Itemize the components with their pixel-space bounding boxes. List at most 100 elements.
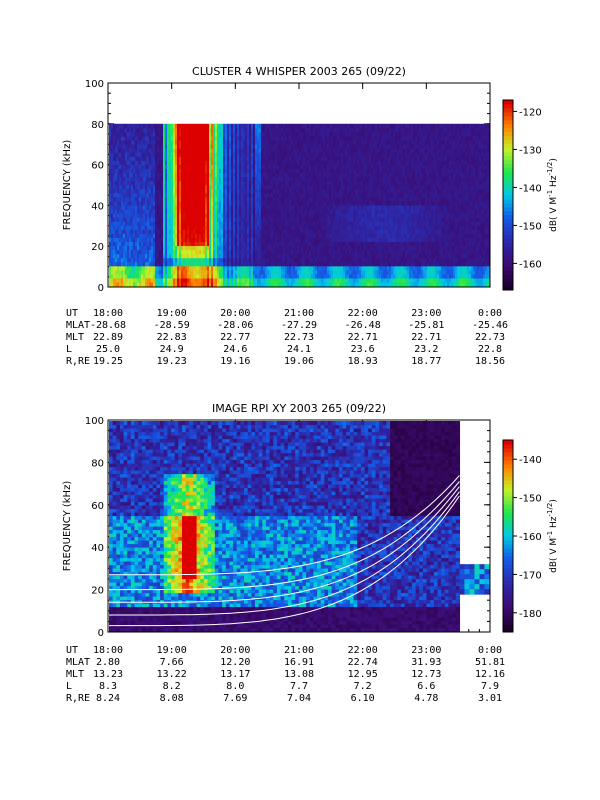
heatmap-cell: [283, 184, 286, 190]
heatmap-cell: [305, 221, 308, 226]
heatmap-cell: [227, 164, 230, 170]
heatmap-cell: [147, 192, 150, 198]
heatmap-cell: [239, 269, 242, 275]
heatmap-cell: [179, 123, 182, 129]
heatmap-cell: [249, 265, 252, 271]
heatmap-cell: [145, 140, 148, 145]
heatmap-cell: [207, 261, 210, 267]
heatmap-cell: [173, 277, 176, 283]
heatmap-cell: [177, 140, 180, 145]
heatmap-cell: [251, 229, 254, 234]
heatmap-cell: [247, 269, 250, 275]
heatmap-cell: [189, 249, 192, 255]
heatmap-cell: [139, 176, 142, 182]
heatmap-cell: [233, 204, 236, 210]
heatmap-cell: [279, 233, 282, 238]
heatmap-cell: [285, 261, 288, 267]
heatmap-cell: [129, 233, 132, 238]
heatmap-cell: [235, 148, 238, 153]
heatmap-cell: [265, 188, 268, 194]
heatmap-cell: [277, 156, 280, 161]
heatmap-cell: [159, 273, 162, 279]
heatmap-cell: [125, 237, 128, 242]
heatmap-cell: [253, 225, 256, 230]
heatmap-cell: [207, 204, 210, 210]
heatmap-cell: [141, 123, 144, 129]
heatmap-cell: [283, 164, 286, 170]
heatmap-cell: [195, 245, 198, 251]
heatmap-cell: [279, 245, 282, 251]
heatmap-cell: [195, 237, 198, 242]
heatmap-cell: [133, 241, 136, 247]
heatmap-cell: [273, 217, 276, 222]
heatmap-cell: [311, 253, 314, 259]
heatmap-cell: [185, 176, 188, 182]
heatmap-cell: [141, 148, 144, 153]
heatmap-cell: [313, 249, 316, 255]
heatmap-cell: [289, 253, 292, 259]
heatmap-cell: [237, 208, 240, 214]
heatmap-cell: [151, 188, 154, 194]
heatmap-cell: [303, 164, 306, 170]
heatmap-cell: [223, 204, 226, 210]
heatmap-cell: [149, 184, 152, 190]
heatmap-cell: [297, 160, 300, 165]
heatmap-cell: [143, 188, 146, 194]
heatmap-cell: [199, 261, 202, 267]
heatmap-cell: [149, 249, 152, 255]
heatmap-cell: [143, 131, 146, 137]
heatmap-cell: [289, 245, 292, 251]
heatmap-cell: [221, 200, 224, 206]
heatmap-cell: [109, 229, 112, 234]
heatmap-cell: [245, 229, 248, 234]
heatmap-cell: [255, 208, 258, 214]
heatmap-cell: [161, 204, 164, 210]
heatmap-cell: [121, 208, 124, 214]
heatmap-cell: [117, 241, 120, 247]
heatmap-cell: [287, 257, 290, 263]
heatmap-cell: [163, 127, 166, 133]
heatmap-cell: [117, 148, 120, 153]
heatmap-cell: [229, 188, 232, 194]
heatmap-cell: [291, 257, 294, 263]
heatmap-cell: [271, 176, 274, 182]
heatmap-cell: [173, 213, 176, 218]
heatmap-cell: [229, 233, 232, 238]
heatmap-cell: [169, 237, 172, 242]
heatmap-cell: [207, 164, 210, 170]
heatmap-cell: [137, 213, 140, 218]
heatmap-cell: [225, 217, 228, 222]
heatmap-cell: [173, 184, 176, 190]
heatmap-cell: [153, 188, 156, 194]
heatmap-cell: [165, 253, 168, 259]
heatmap-cell: [149, 188, 152, 194]
heatmap-cell: [165, 221, 168, 226]
heatmap-cell: [283, 237, 286, 242]
heatmap-cell: [229, 249, 232, 255]
heatmap-cell: [137, 225, 140, 230]
heatmap-cell: [217, 140, 220, 145]
heatmap-cell: [117, 217, 120, 222]
heatmap-cell: [113, 192, 116, 198]
heatmap-cell: [277, 127, 280, 133]
heatmap-cell: [301, 131, 304, 137]
heatmap-cell: [153, 123, 156, 129]
heatmap-cell: [241, 200, 244, 206]
heatmap-cell: [265, 176, 268, 182]
heatmap-cell: [143, 160, 146, 165]
heatmap-cell: [123, 131, 126, 137]
heatmap-cell: [227, 229, 230, 234]
heatmap-cell: [255, 221, 258, 226]
heatmap-cell: [211, 213, 214, 218]
heatmap-cell: [131, 229, 134, 234]
heatmap-cell: [115, 123, 118, 129]
heatmap-cell: [149, 180, 152, 186]
heatmap-cell: [251, 200, 254, 206]
heatmap-cell: [195, 123, 198, 129]
heatmap-cell: [165, 144, 168, 149]
heatmap-cell: [171, 188, 174, 194]
heatmap-cell: [307, 192, 310, 198]
heatmap-cell: [125, 131, 128, 137]
heatmap-cell: [157, 127, 160, 133]
heatmap-cell: [251, 123, 254, 129]
